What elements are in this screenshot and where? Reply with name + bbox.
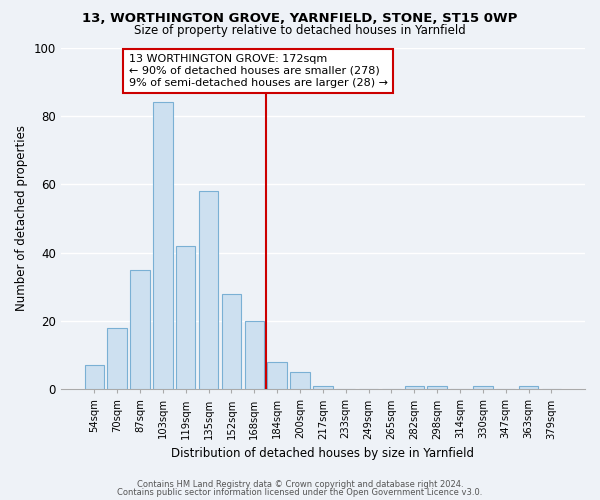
Bar <box>245 321 264 390</box>
Bar <box>427 386 447 390</box>
Text: Contains HM Land Registry data © Crown copyright and database right 2024.: Contains HM Land Registry data © Crown c… <box>137 480 463 489</box>
Bar <box>313 386 332 390</box>
Bar <box>130 270 149 390</box>
Bar <box>290 372 310 390</box>
Bar <box>153 102 173 390</box>
X-axis label: Distribution of detached houses by size in Yarnfield: Distribution of detached houses by size … <box>172 447 475 460</box>
Y-axis label: Number of detached properties: Number of detached properties <box>15 126 28 312</box>
Bar <box>176 246 196 390</box>
Text: Contains public sector information licensed under the Open Government Licence v3: Contains public sector information licen… <box>118 488 482 497</box>
Bar <box>199 191 218 390</box>
Bar <box>85 366 104 390</box>
Bar <box>473 386 493 390</box>
Bar <box>519 386 538 390</box>
Bar <box>107 328 127 390</box>
Text: Size of property relative to detached houses in Yarnfield: Size of property relative to detached ho… <box>134 24 466 37</box>
Text: 13, WORTHINGTON GROVE, YARNFIELD, STONE, ST15 0WP: 13, WORTHINGTON GROVE, YARNFIELD, STONE,… <box>82 12 518 26</box>
Bar <box>268 362 287 390</box>
Bar <box>404 386 424 390</box>
Bar <box>221 294 241 390</box>
Text: 13 WORTHINGTON GROVE: 172sqm
← 90% of detached houses are smaller (278)
9% of se: 13 WORTHINGTON GROVE: 172sqm ← 90% of de… <box>129 54 388 88</box>
